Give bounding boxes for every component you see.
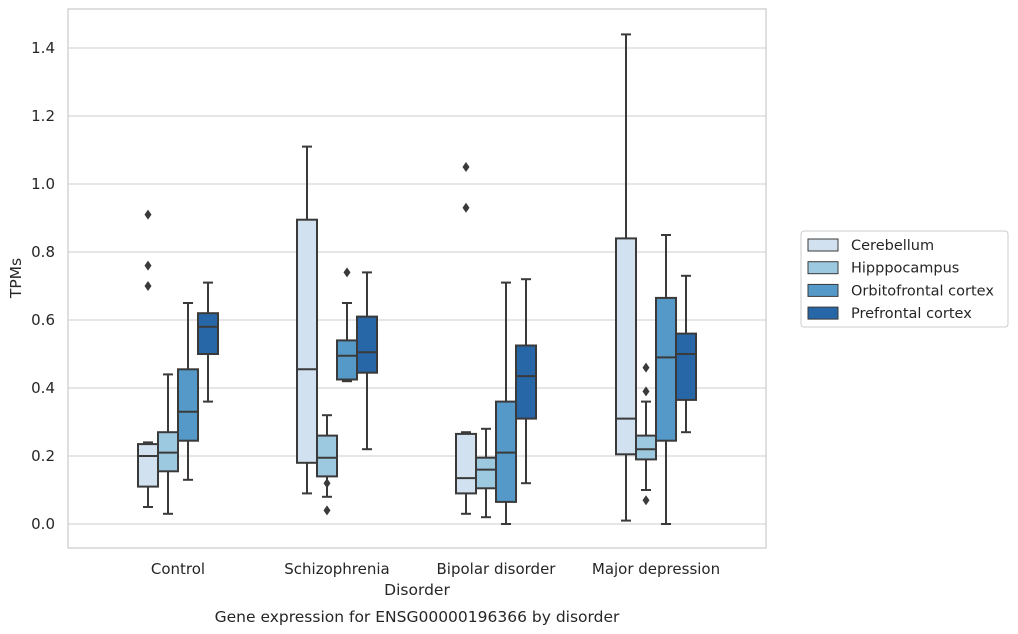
- outlier-point: [323, 505, 331, 516]
- box-group: [177, 302, 199, 481]
- box-group: [336, 267, 358, 383]
- box-body: [177, 368, 199, 442]
- x-tick-label: Control: [151, 560, 205, 578]
- box-group: [655, 234, 677, 525]
- box-group: [515, 278, 537, 485]
- legend-label: Hipppocampus: [851, 261, 959, 277]
- box-body: [316, 434, 338, 478]
- outlier-point: [343, 267, 351, 278]
- box-body: [615, 237, 637, 456]
- chart-caption: Gene expression for ENSG00000196366 by d…: [215, 608, 620, 626]
- legend-swatch: [807, 261, 839, 275]
- box-group: [475, 427, 497, 519]
- outlier-point: [642, 362, 650, 373]
- y-tick-label: 0.0: [31, 515, 55, 533]
- box-group: [197, 281, 219, 403]
- x-axis-title: Disorder: [384, 581, 450, 599]
- x-tick-label: Bipolar disorder: [437, 560, 557, 578]
- box-group: [296, 145, 318, 495]
- x-tick-label: Schizophrenia: [284, 560, 389, 578]
- box-group: [356, 271, 378, 451]
- legend: Cerebellum Hipppocampus Orbitofrontal cort…: [800, 230, 1009, 328]
- box-group: [615, 33, 637, 522]
- outlier-point: [144, 281, 152, 291]
- y-tick-label: 1.0: [31, 175, 55, 193]
- box-body: [515, 344, 537, 420]
- legend-box: [800, 230, 1009, 328]
- outlier-point: [642, 386, 650, 397]
- legend-label: Prefrontal cortex: [851, 306, 972, 322]
- box-group: [137, 209, 159, 508]
- box-group: [157, 373, 179, 515]
- box-body: [675, 332, 697, 401]
- box-body: [296, 218, 318, 464]
- box-body: [655, 296, 677, 442]
- outlier-point: [642, 495, 650, 506]
- outlier-point: [144, 260, 152, 271]
- y-tick-label: 1.2: [31, 107, 55, 125]
- y-tick-label: 0.8: [31, 243, 55, 261]
- box-body: [197, 312, 219, 356]
- box-group: [316, 414, 338, 516]
- plot-frame: [67, 8, 767, 549]
- box-body: [635, 434, 657, 461]
- y-axis-title: TPMs: [7, 258, 25, 299]
- box-body: [137, 443, 159, 488]
- legend-swatch: [807, 306, 839, 320]
- outlier-point: [144, 209, 152, 220]
- y-tick-label: 0.2: [31, 447, 55, 465]
- outlier-point: [462, 202, 470, 213]
- legend-label: Cerebellum: [851, 238, 934, 254]
- box-body: [336, 339, 358, 381]
- box-body: [455, 432, 477, 495]
- x-tick-labels: Control Schizophrenia Bipolar disorder Majo…: [151, 560, 720, 578]
- y-tick-label: 0.6: [31, 311, 55, 329]
- y-tick-labels: 0.0 0.2 0.4 0.6 0.8 1.0 1.2 1.4: [31, 39, 55, 533]
- box-group: [675, 274, 697, 434]
- box-body: [475, 456, 497, 490]
- y-tick-label: 0.4: [31, 379, 55, 397]
- outlier-point: [323, 478, 331, 489]
- x-tick-label: Major depression: [592, 560, 720, 578]
- box-group: [495, 281, 517, 525]
- box-group: [635, 362, 657, 506]
- box-body: [356, 315, 378, 374]
- box-plots: [137, 33, 697, 525]
- outlier-point: [462, 162, 470, 172]
- legend-label: Orbitofrontal cortex: [851, 283, 994, 299]
- box-group: [455, 162, 477, 515]
- legend-swatch: [807, 238, 839, 252]
- y-tick-label: 1.4: [31, 39, 55, 57]
- legend-swatch: [807, 283, 839, 297]
